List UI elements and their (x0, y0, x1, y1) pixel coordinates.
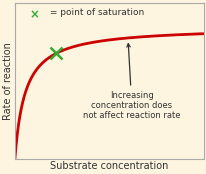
Text: ×: × (30, 8, 40, 21)
Y-axis label: Rate of reaction: Rate of reaction (4, 42, 13, 120)
X-axis label: Substrate concentration: Substrate concentration (50, 161, 167, 171)
Text: = point of saturation: = point of saturation (47, 8, 144, 17)
Text: Increasing
concentration does
not affect reaction rate: Increasing concentration does not affect… (83, 44, 180, 120)
